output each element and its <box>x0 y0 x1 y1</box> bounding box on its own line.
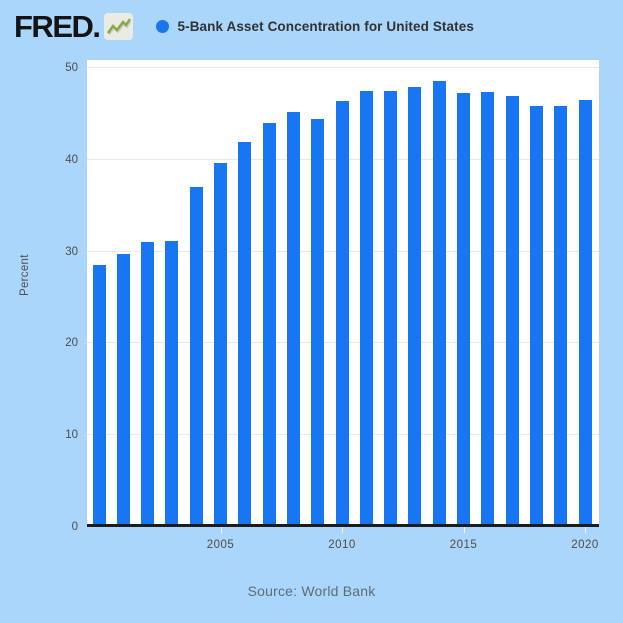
bar-2002 <box>141 242 155 527</box>
y-axis-title: Percent <box>19 254 31 296</box>
x-tick-label: 2005 <box>206 539 235 551</box>
bar-2013 <box>408 87 422 527</box>
bar-2005 <box>214 163 227 527</box>
bar-2010 <box>335 101 349 527</box>
x-tick-label: 2020 <box>571 539 599 551</box>
y-tick-label: 40 <box>65 153 78 166</box>
y-tick-mark <box>83 68 87 69</box>
x-tick-mark <box>585 527 586 533</box>
x-tick-label: 2015 <box>449 539 478 551</box>
bar-2014 <box>432 80 446 527</box>
bar-2012 <box>384 90 398 527</box>
bar-2008 <box>286 112 300 527</box>
x-tick-label: 2010 <box>328 539 356 551</box>
header: FRED. 5-Bank Asset Concentration for Uni… <box>14 8 474 44</box>
series-legend-dot-icon <box>155 19 169 33</box>
bar-2020 <box>578 100 592 527</box>
bar-2000 <box>92 265 106 527</box>
x-tick-mark <box>342 527 343 533</box>
bar-2018 <box>529 105 543 527</box>
bar-2017 <box>505 95 519 527</box>
bar-2016 <box>481 91 495 527</box>
fred-sparkline-icon <box>103 12 133 40</box>
bar-2019 <box>554 105 568 527</box>
bar-2003 <box>165 240 179 527</box>
y-tick-label: 0 <box>71 521 78 533</box>
y-tick-mark <box>83 343 87 345</box>
gridline <box>87 67 599 68</box>
bar-2006 <box>238 142 252 527</box>
bar-2011 <box>359 90 373 527</box>
y-tick-label: 30 <box>65 245 78 258</box>
y-tick-label: 20 <box>65 337 78 350</box>
source-note: Source: World Bank <box>247 583 376 599</box>
x-tick-mark <box>220 527 222 533</box>
x-tick-mark <box>463 527 465 533</box>
bar-2009 <box>311 119 325 527</box>
fred-logo-text: FRED. <box>14 8 101 44</box>
bar-2001 <box>116 254 130 527</box>
bar-2015 <box>457 92 470 527</box>
y-tick-label: 10 <box>65 429 78 442</box>
bar-2004 <box>189 187 203 527</box>
fred-logo-link[interactable]: FRED. <box>14 11 133 42</box>
y-tick-mark <box>83 159 87 161</box>
y-tick-mark <box>83 251 87 253</box>
plot-area <box>87 60 599 527</box>
series-title-link[interactable]: 5-Bank Asset Concentration for United St… <box>177 18 474 34</box>
bar-2007 <box>262 123 276 527</box>
x-axis-line <box>87 524 599 527</box>
y-tick-mark <box>83 435 87 437</box>
y-tick-label: 50 <box>65 62 78 74</box>
